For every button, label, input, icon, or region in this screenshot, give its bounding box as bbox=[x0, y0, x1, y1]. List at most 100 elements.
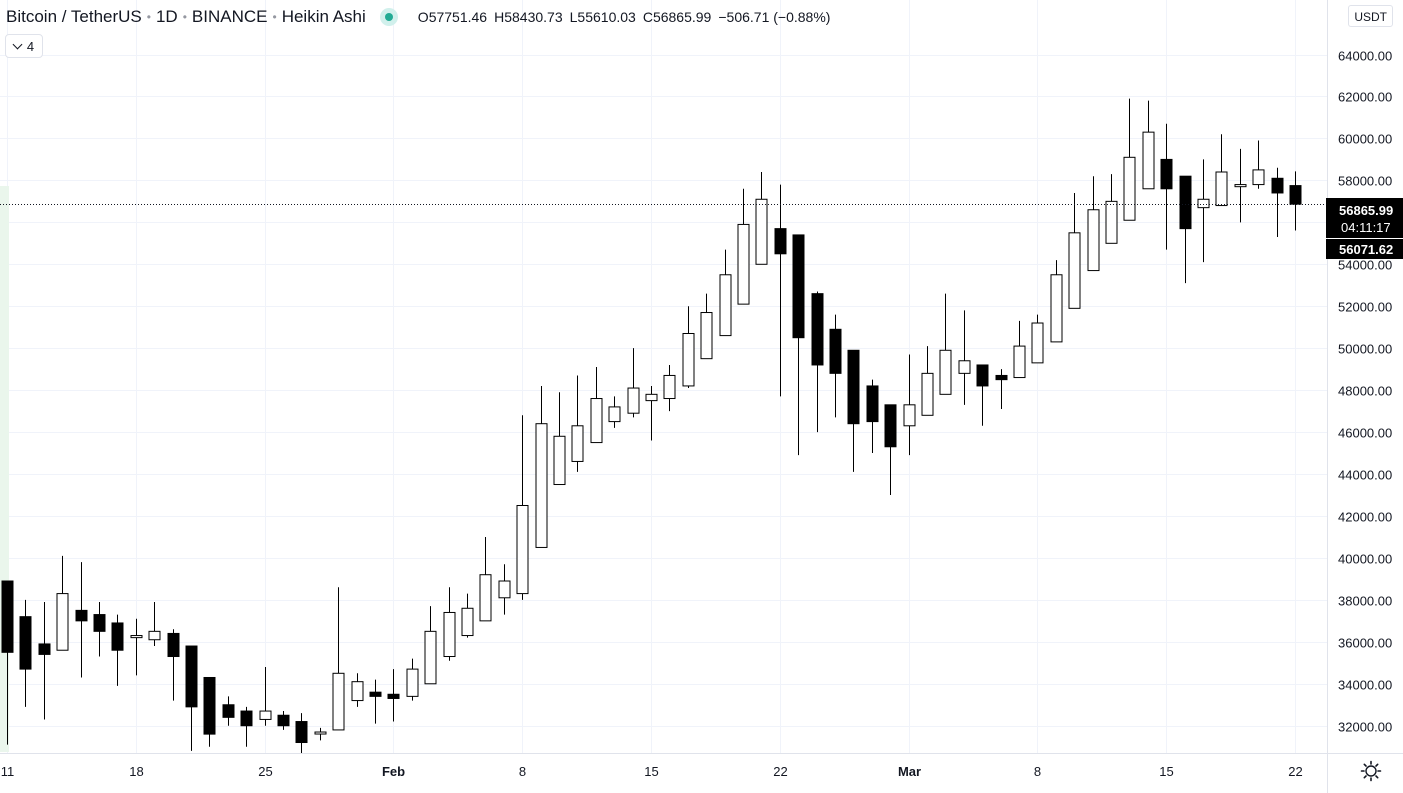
candle-down[interactable] bbox=[774, 184, 787, 397]
candle-up[interactable] bbox=[553, 392, 566, 486]
candle-down[interactable] bbox=[811, 291, 824, 433]
candle-up[interactable] bbox=[627, 348, 640, 418]
candle-down[interactable] bbox=[1160, 123, 1173, 250]
candle-up[interactable] bbox=[1031, 314, 1044, 364]
candle-up[interactable] bbox=[1068, 192, 1081, 309]
price-tick-label: 60000.00 bbox=[1338, 132, 1392, 147]
candle-body bbox=[719, 274, 732, 337]
candle-up[interactable] bbox=[535, 385, 548, 548]
secondary-price-badge: 56071.62 bbox=[1326, 239, 1403, 259]
candle-body bbox=[406, 668, 419, 697]
candle-down[interactable] bbox=[976, 364, 989, 426]
candle-up[interactable] bbox=[424, 606, 437, 685]
candle-up[interactable] bbox=[148, 601, 161, 647]
candle-body bbox=[866, 385, 879, 423]
candle-up[interactable] bbox=[1215, 134, 1228, 207]
candle-up[interactable] bbox=[719, 249, 732, 337]
candle-down[interactable] bbox=[1271, 167, 1284, 238]
candle-down[interactable] bbox=[295, 713, 308, 753]
candle-up[interactable] bbox=[682, 306, 695, 389]
candle-down[interactable] bbox=[38, 601, 51, 720]
candle-up[interactable] bbox=[351, 673, 364, 707]
candle-down[interactable] bbox=[1179, 175, 1192, 284]
candle-up[interactable] bbox=[332, 587, 345, 731]
indicators-toggle-button[interactable]: 4 bbox=[5, 34, 43, 58]
candle-down[interactable] bbox=[185, 645, 198, 751]
candle-down[interactable] bbox=[369, 679, 382, 724]
candle-down[interactable] bbox=[1, 580, 14, 745]
candle-up[interactable] bbox=[1123, 98, 1136, 221]
candle-up[interactable] bbox=[755, 171, 768, 265]
candle-up[interactable] bbox=[314, 727, 327, 741]
candle-up[interactable] bbox=[737, 188, 750, 305]
candle-up[interactable] bbox=[479, 536, 492, 622]
candle-body bbox=[700, 312, 713, 360]
candle-down[interactable] bbox=[19, 599, 32, 707]
candle-up[interactable] bbox=[700, 293, 713, 360]
currency-button[interactable]: USDT bbox=[1348, 5, 1393, 27]
candle-up[interactable] bbox=[903, 354, 916, 456]
candle-up[interactable] bbox=[443, 587, 456, 661]
interval-label[interactable]: 1D bbox=[155, 7, 178, 26]
candle-down[interactable] bbox=[829, 314, 842, 418]
candle-body bbox=[829, 328, 842, 374]
candle-down[interactable] bbox=[240, 706, 253, 747]
market-status-icon[interactable] bbox=[379, 8, 398, 26]
candle-up[interactable] bbox=[590, 367, 603, 444]
candle-down[interactable] bbox=[847, 349, 860, 472]
candle-up[interactable] bbox=[571, 375, 584, 472]
candle-down[interactable] bbox=[167, 629, 180, 701]
close-value: 56865.99 bbox=[652, 9, 712, 25]
candle-up[interactable] bbox=[498, 564, 511, 615]
candle-down[interactable] bbox=[75, 562, 88, 678]
candle-body bbox=[884, 404, 897, 448]
high-key: H bbox=[494, 9, 505, 25]
candle-up[interactable] bbox=[608, 396, 621, 428]
candle-body bbox=[148, 630, 161, 641]
candle-up[interactable] bbox=[663, 364, 676, 412]
candle-up[interactable] bbox=[1013, 320, 1026, 379]
candle-up[interactable] bbox=[921, 346, 934, 416]
candle-up[interactable] bbox=[1142, 100, 1155, 190]
candle-down[interactable] bbox=[792, 234, 805, 456]
candle-up[interactable] bbox=[56, 555, 69, 651]
price-axis[interactable]: 32000.00 34000.00 36000.00 38000.00 40000.00… bbox=[1338, 49, 1392, 735]
symbol-name[interactable]: Bitcoin / TetherUS bbox=[6, 7, 142, 26]
candle-up[interactable] bbox=[939, 293, 952, 395]
candle-up[interactable] bbox=[1197, 159, 1210, 263]
candle-up[interactable] bbox=[1087, 176, 1100, 272]
candle-down[interactable] bbox=[93, 601, 106, 657]
candle-up[interactable] bbox=[461, 593, 474, 638]
candle-up[interactable] bbox=[130, 618, 143, 676]
candle-up[interactable] bbox=[645, 385, 658, 441]
candle-body bbox=[443, 611, 456, 658]
candle-up[interactable] bbox=[1234, 148, 1247, 223]
candle-up[interactable] bbox=[406, 658, 419, 701]
candle-down[interactable] bbox=[884, 404, 897, 496]
candle-body bbox=[516, 504, 529, 595]
candle-down[interactable] bbox=[277, 711, 290, 730]
candle-up[interactable] bbox=[516, 415, 529, 600]
price-tick-label: 36000.00 bbox=[1338, 636, 1392, 651]
time-axis[interactable]: 11 18 25 Feb 8 15 22 Mar 8 15 22 bbox=[1, 764, 1303, 779]
candle-body bbox=[571, 425, 584, 462]
candle-up[interactable] bbox=[958, 310, 971, 405]
candle-up[interactable] bbox=[1050, 260, 1063, 343]
candle-up[interactable] bbox=[1252, 140, 1265, 189]
candle-down[interactable] bbox=[995, 369, 1008, 410]
candle-up[interactable] bbox=[259, 667, 272, 726]
candle-down[interactable] bbox=[203, 676, 216, 747]
candle-body bbox=[351, 681, 364, 702]
candle-up[interactable] bbox=[1105, 174, 1118, 244]
candles-layer[interactable] bbox=[1, 98, 1302, 753]
candle-down[interactable] bbox=[222, 696, 235, 726]
candle-down[interactable] bbox=[1289, 171, 1302, 231]
chart-settings-button[interactable] bbox=[1356, 756, 1386, 786]
candle-down[interactable] bbox=[866, 379, 879, 454]
current-price-label: 56865.99 bbox=[1339, 203, 1393, 218]
candle-down[interactable] bbox=[111, 614, 124, 686]
price-tick-label: 64000.00 bbox=[1338, 49, 1392, 64]
candle-down[interactable] bbox=[387, 669, 400, 722]
